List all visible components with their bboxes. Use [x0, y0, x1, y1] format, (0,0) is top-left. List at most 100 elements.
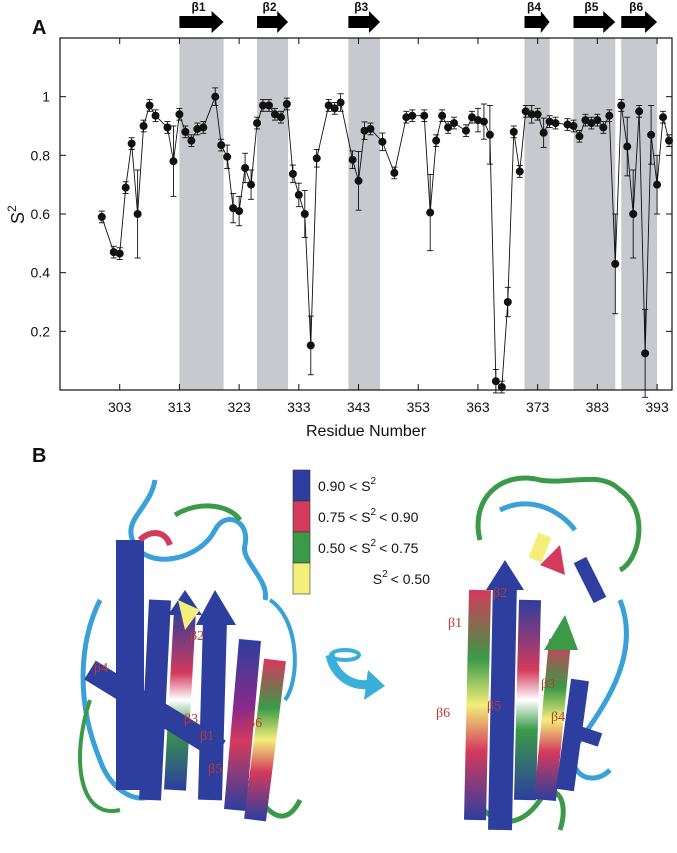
- x-axis-label: Residue Number: [306, 423, 427, 440]
- legend-label-sup: 2: [382, 569, 388, 580]
- y-axis-label-sup: 2: [5, 205, 19, 212]
- legend-label-text: < 0.50: [391, 571, 431, 587]
- data-point: [402, 113, 411, 122]
- data-point: [336, 98, 345, 107]
- x-tick-label: 323: [227, 399, 251, 415]
- data-point: [181, 127, 190, 136]
- strand-name: β4: [551, 710, 565, 725]
- data-point: [133, 210, 142, 218]
- data-point: [635, 107, 644, 116]
- data-point: [593, 116, 602, 125]
- data-point: [623, 142, 632, 151]
- strand-arrow: [573, 11, 616, 33]
- data-point: [444, 123, 453, 132]
- strand-label: β6: [629, 0, 643, 14]
- data-point: [491, 377, 500, 386]
- strand-label: β1: [192, 0, 206, 14]
- protein-structure-right: [443, 475, 642, 831]
- y-tick-label: 0.4: [31, 265, 51, 281]
- legend-label-text: S: [373, 571, 382, 587]
- legend-label-sup: 2: [371, 538, 377, 549]
- data-point: [629, 210, 638, 218]
- data-point: [563, 120, 572, 129]
- data-point: [115, 249, 124, 258]
- x-tick-label: 373: [526, 399, 550, 415]
- strand-name: β5: [208, 762, 222, 777]
- data-point: [462, 126, 471, 135]
- strand-label: β2: [263, 0, 277, 14]
- data-point: [408, 111, 417, 120]
- data-point: [665, 136, 674, 145]
- strand-region: [573, 38, 616, 390]
- data-point: [378, 137, 387, 146]
- data-point: [581, 116, 590, 125]
- legend-swatch: [292, 562, 311, 595]
- x-tick-label: 313: [168, 399, 192, 415]
- data-point: [300, 210, 309, 218]
- strand-region: [348, 38, 381, 390]
- strand-label: β3: [354, 0, 368, 14]
- strand-name: β2: [493, 586, 507, 601]
- legend-label: 0.75 < S2 < 0.90: [318, 507, 419, 525]
- data-point: [193, 124, 202, 133]
- data-point: [515, 167, 524, 176]
- data-point: [659, 113, 668, 122]
- strand-name: β2: [190, 629, 204, 644]
- strand-name: β5: [487, 699, 501, 714]
- y-axis-label: S2: [5, 205, 28, 224]
- data-point: [545, 117, 554, 126]
- strand-region: [524, 38, 550, 390]
- legend-swatch: [292, 531, 311, 564]
- data-point: [509, 127, 518, 136]
- data-point: [617, 101, 626, 110]
- strand-arrow: [524, 11, 550, 33]
- data-point: [312, 154, 321, 163]
- data-point: [270, 110, 279, 119]
- data-point: [253, 119, 262, 128]
- legend-label: 0.90 < S2: [318, 476, 377, 494]
- data-point: [229, 204, 238, 213]
- data-point: [187, 136, 196, 145]
- data-point: [426, 208, 435, 217]
- data-point: [121, 183, 130, 192]
- legend-label-text: 0.50 < S: [318, 540, 371, 556]
- data-point: [241, 163, 250, 172]
- data-point: [97, 212, 106, 221]
- data-point: [211, 92, 220, 101]
- strand-name: β6: [436, 706, 450, 721]
- data-point: [497, 383, 506, 392]
- x-tick-label: 343: [347, 399, 371, 415]
- data-point: [467, 113, 476, 122]
- legend-label-text: < 0.90: [379, 509, 419, 525]
- data-point: [324, 101, 333, 110]
- strand-name: β1: [448, 616, 462, 631]
- data-point: [569, 122, 578, 130]
- data-point: [533, 110, 542, 119]
- strand-label: β4: [527, 0, 541, 14]
- data-point: [366, 124, 375, 133]
- data-point: [306, 341, 315, 350]
- legend-label: 0.50 < S2 < 0.75: [318, 538, 419, 556]
- y-tick-label: 1: [42, 89, 50, 105]
- rotation-arrow-ring: [329, 648, 361, 662]
- strand-arrow: [179, 11, 224, 33]
- strand-label: β5: [584, 0, 598, 14]
- legend-label-text: 0.90 < S: [318, 478, 371, 494]
- data-point: [611, 259, 620, 268]
- data-point: [521, 107, 530, 116]
- data-point: [276, 113, 285, 122]
- data-point: [264, 101, 273, 110]
- strand-arrow: [348, 11, 381, 33]
- x-tick-label: 353: [407, 399, 431, 415]
- data-point: [127, 139, 136, 148]
- strand-region: [621, 38, 658, 390]
- data-point: [473, 116, 482, 125]
- data-point: [139, 122, 148, 130]
- protein-structure-left: [78, 479, 303, 822]
- data-point: [217, 141, 226, 150]
- data-point: [527, 110, 536, 119]
- data-point: [247, 180, 256, 189]
- data-point: [479, 117, 488, 126]
- data-point: [503, 298, 512, 306]
- x-tick-label: 363: [466, 399, 490, 415]
